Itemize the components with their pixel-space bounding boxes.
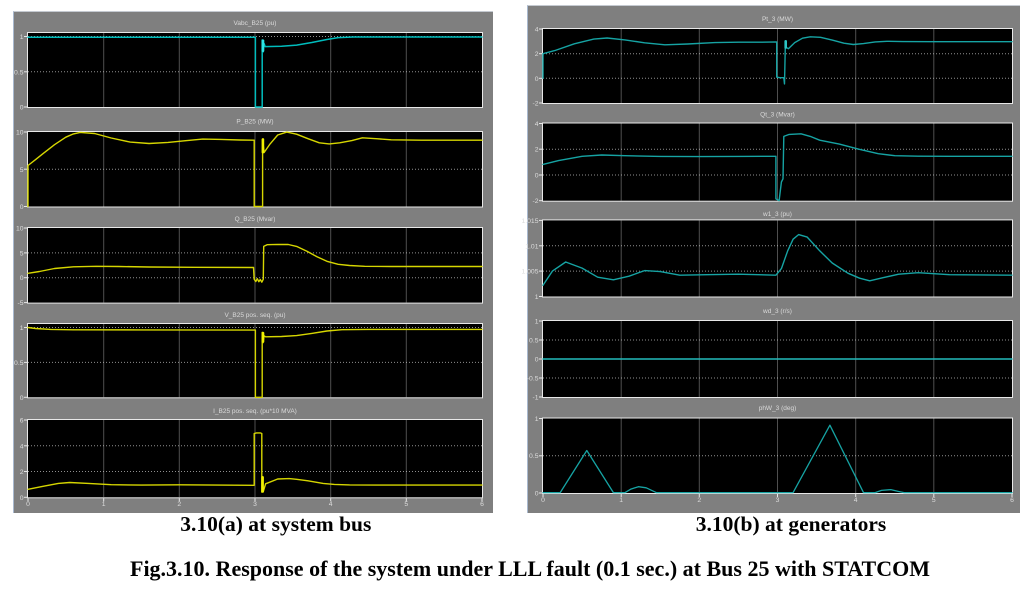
svg-text:w1_3 (pu): w1_3 (pu) (762, 211, 792, 218)
svg-text:Pt_3 (MW): Pt_3 (MW) (762, 16, 793, 23)
svg-text:6: 6 (480, 501, 484, 508)
svg-text:4: 4 (20, 443, 24, 450)
svg-text:-5: -5 (17, 300, 23, 307)
svg-text:V_B25 pos. seq. (pu): V_B25 pos. seq. (pu) (224, 312, 285, 319)
svg-text:Vabc_B25 (pu): Vabc_B25 (pu) (234, 20, 277, 27)
svg-text:2: 2 (697, 497, 701, 504)
svg-text:Q_B25 (Mvar): Q_B25 (Mvar) (235, 216, 276, 223)
svg-text:1: 1 (619, 497, 623, 504)
svg-text:2: 2 (177, 501, 181, 508)
svg-text:-2: -2 (532, 101, 538, 108)
svg-text:5: 5 (20, 167, 24, 174)
svg-text:1: 1 (102, 501, 106, 508)
svg-text:0: 0 (20, 495, 24, 502)
svg-text:2: 2 (535, 147, 539, 154)
svg-text:Qt_3 (Mvar): Qt_3 (Mvar) (760, 112, 795, 119)
svg-text:4: 4 (535, 121, 539, 128)
svg-text:1: 1 (535, 319, 539, 326)
svg-text:1: 1 (535, 294, 539, 301)
svg-text:0: 0 (26, 501, 30, 508)
svg-text:0: 0 (20, 105, 24, 112)
svg-text:1: 1 (20, 325, 24, 332)
svg-text:-0.5: -0.5 (527, 376, 539, 383)
svg-text:4: 4 (329, 501, 333, 508)
svg-text:2: 2 (20, 469, 24, 476)
svg-text:1.015: 1.015 (521, 218, 538, 225)
svg-text:wd_3 (r/s): wd_3 (r/s) (762, 308, 792, 315)
svg-text:3: 3 (253, 501, 257, 508)
svg-text:P_B25 (MW): P_B25 (MW) (236, 119, 273, 126)
svg-text:-1: -1 (532, 395, 538, 402)
svg-text:0.5: 0.5 (14, 69, 24, 76)
svg-text:1.005: 1.005 (521, 269, 538, 276)
svg-text:1.01: 1.01 (525, 243, 538, 250)
svg-text:-2: -2 (532, 198, 538, 205)
svg-text:0: 0 (541, 497, 545, 504)
svg-text:4: 4 (854, 497, 858, 504)
svg-text:2: 2 (535, 51, 539, 58)
svg-text:0.5: 0.5 (14, 360, 24, 367)
svg-text:0: 0 (20, 395, 24, 402)
svg-text:5: 5 (404, 501, 408, 508)
svg-text:phW_3 (deg): phW_3 (deg) (759, 405, 797, 412)
svg-text:0: 0 (20, 204, 24, 211)
svg-text:3: 3 (776, 497, 780, 504)
svg-text:4: 4 (535, 27, 539, 34)
svg-text:10: 10 (16, 226, 24, 233)
svg-text:6: 6 (20, 418, 24, 425)
svg-text:1: 1 (535, 416, 539, 423)
svg-text:0.5: 0.5 (529, 453, 539, 460)
svg-text:5: 5 (20, 250, 24, 257)
svg-text:0: 0 (535, 76, 539, 83)
svg-text:5: 5 (932, 497, 936, 504)
svg-text:1: 1 (20, 34, 24, 41)
svg-text:6: 6 (1010, 497, 1014, 504)
svg-text:I_B25 pos. seq. (pu*10 MVA): I_B25 pos. seq. (pu*10 MVA) (213, 408, 297, 415)
svg-text:10: 10 (16, 130, 24, 137)
svg-text:0: 0 (535, 357, 539, 364)
svg-text:0: 0 (535, 491, 539, 498)
svg-text:0.5: 0.5 (529, 338, 539, 345)
svg-text:0: 0 (20, 275, 24, 282)
svg-text:0: 0 (535, 173, 539, 180)
